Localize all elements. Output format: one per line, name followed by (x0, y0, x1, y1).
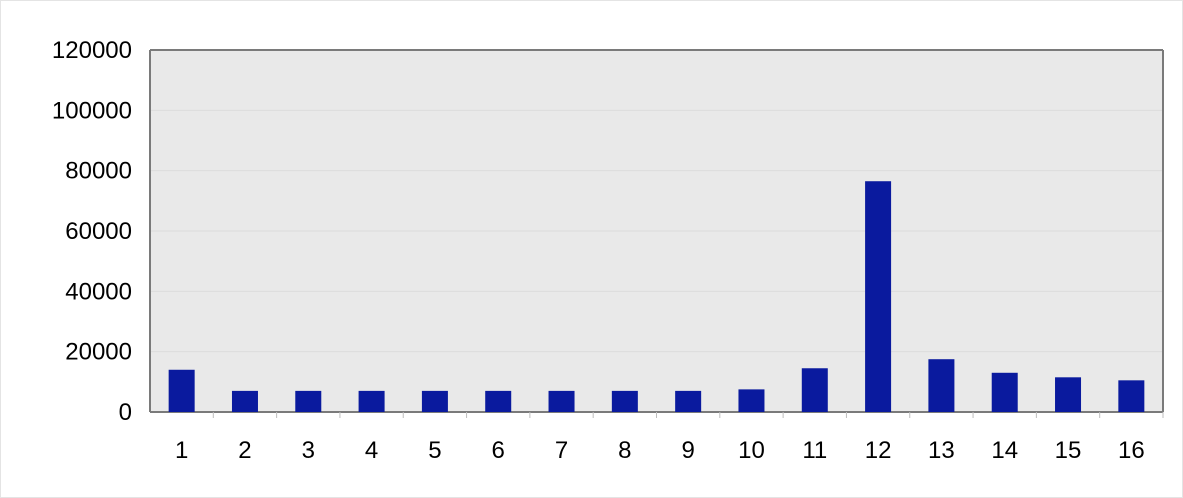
x-tick-label: 16 (1118, 437, 1145, 464)
bar (485, 390, 512, 412)
x-tick-label: 1 (175, 437, 188, 464)
y-tick-label: 40000 (65, 278, 132, 305)
x-tick-label: 7 (555, 437, 568, 464)
x-tick-label: 14 (991, 437, 1018, 464)
bar (865, 181, 892, 412)
bar (801, 368, 828, 412)
bar (1055, 377, 1082, 412)
bar (928, 359, 955, 412)
x-tick-label: 13 (928, 437, 955, 464)
y-tick-label: 60000 (65, 218, 132, 245)
bar (358, 390, 385, 412)
y-tick-label: 80000 (65, 158, 132, 185)
bar (231, 390, 258, 412)
bar (295, 390, 322, 412)
bar (168, 369, 195, 412)
x-tick-label: 8 (618, 437, 631, 464)
x-tick-label: 3 (302, 437, 315, 464)
y-tick-label: 100000 (52, 97, 132, 124)
bar (1118, 380, 1145, 412)
bar (548, 390, 575, 412)
x-tick-label: 15 (1055, 437, 1082, 464)
x-tick-label: 4 (365, 437, 378, 464)
x-tick-label: 5 (428, 437, 441, 464)
x-tick-label: 2 (238, 437, 251, 464)
bar (611, 390, 638, 412)
x-tick-label: 12 (865, 437, 892, 464)
bar (675, 390, 702, 412)
x-tick-label: 6 (492, 437, 505, 464)
x-tick-label: 9 (681, 437, 694, 464)
x-tick-label: 11 (802, 437, 827, 464)
y-tick-label: 20000 (65, 339, 132, 366)
bar (991, 372, 1018, 412)
y-tick-label: 0 (119, 399, 132, 426)
x-tick-label: 10 (738, 437, 765, 464)
y-tick-label: 120000 (52, 37, 132, 64)
bar (421, 390, 448, 412)
bar (738, 389, 765, 412)
